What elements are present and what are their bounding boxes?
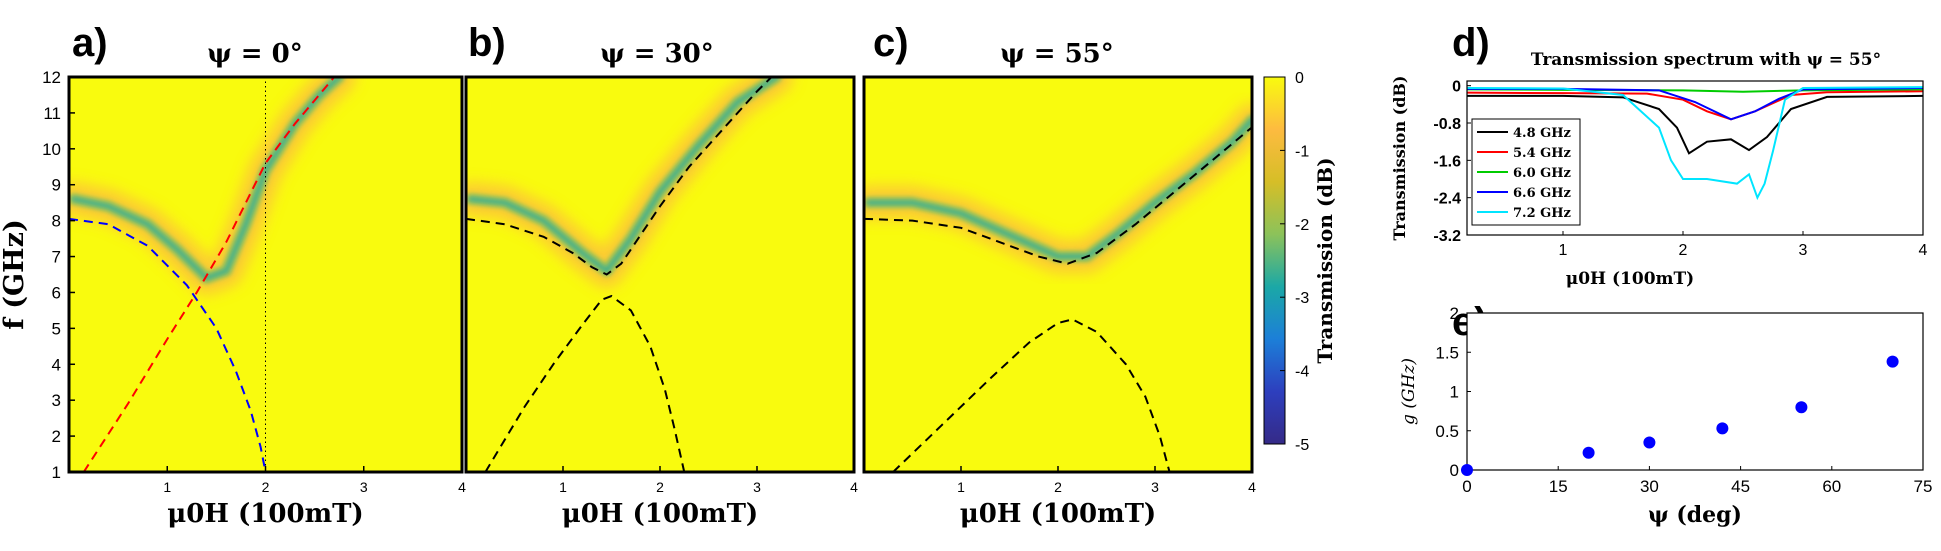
- x-tick-label: 0: [1462, 477, 1471, 496]
- x-tick-label: 3: [1151, 479, 1159, 495]
- model-curve-red-dashed-0: [82, 77, 336, 472]
- y-tick-label: 0: [1452, 79, 1461, 96]
- data-point: [1582, 446, 1595, 459]
- y-tick-label: 8: [52, 212, 61, 231]
- x-tick-label: 3: [753, 479, 761, 495]
- data-point: [1716, 422, 1729, 435]
- colorbar-label: Transmission (dB): [1313, 157, 1337, 363]
- y-tick-label: 9: [52, 176, 61, 195]
- x-tick-label: 1: [559, 479, 567, 495]
- y-tick-label: 2: [52, 427, 61, 446]
- x-tick-label: 4: [850, 479, 858, 495]
- y-tick-label: 1: [52, 463, 61, 482]
- legend-entry: 6.6 GHz: [1513, 186, 1571, 201]
- panel-c-label: c): [873, 21, 909, 65]
- y-tick-label: 6: [52, 283, 61, 302]
- x-tick-label: 4: [1919, 242, 1928, 259]
- y-tick-label: 12: [42, 68, 61, 87]
- panel-a-label: a): [72, 21, 108, 65]
- y-tick-label: 3: [52, 391, 61, 410]
- heatmap-panel-c: 1 2 3 4 μ0H (100mT): [862, 75, 1256, 529]
- panel-b-title: ψ = 30°: [600, 39, 714, 69]
- series-line-4-8-GHz: [1467, 94, 1924, 155]
- x-tick-label: 1: [1559, 242, 1568, 259]
- heatmap-panel-b: 1 2 3 4 μ0H (100mT): [464, 75, 858, 529]
- colorbar-tick-label: -1: [1295, 143, 1309, 160]
- x-axis-label: μ0H (100mT): [562, 499, 758, 529]
- x-axis-label: μ0H (100mT): [167, 499, 363, 529]
- legend-entry: 6.0 GHz: [1513, 166, 1571, 181]
- axes-frame: [1466, 80, 1924, 236]
- y-tick-label: 2: [1450, 304, 1459, 323]
- x-axis-label: ψ (deg): [1648, 502, 1742, 528]
- y-tick-label: 10: [42, 140, 61, 159]
- x-tick-label: 15: [1549, 477, 1568, 496]
- axes-frame: [1466, 312, 1924, 471]
- colorbar-tick-label: -3: [1295, 290, 1309, 307]
- legend-entry: 7.2 GHz: [1513, 206, 1571, 221]
- y-tick-label: 1: [1450, 383, 1459, 402]
- colorbar-tick-label: 0: [1295, 70, 1304, 87]
- y-tick-label: 11: [43, 104, 61, 123]
- model-curve-blue-dashed-1: [69, 217, 267, 472]
- y-tick-label: -0.8: [1433, 116, 1461, 133]
- x-tick-label: 1: [163, 479, 171, 495]
- y-axis-label: Transmission (dB): [1390, 75, 1409, 240]
- y-tick-label: -3.2: [1433, 228, 1461, 245]
- x-axis-label: μ0H (100mT): [1566, 269, 1694, 289]
- x-axis-label: μ0H (100mT): [960, 499, 1156, 529]
- y-tick-label: 0.5: [1435, 422, 1459, 441]
- legend-entry: 4.8 GHz: [1513, 126, 1571, 141]
- y-tick-label: 5: [52, 319, 61, 338]
- data-point: [1461, 464, 1473, 476]
- colorbar-tick-label: -5: [1295, 437, 1309, 454]
- data-point: [1643, 436, 1656, 449]
- heatmap-background: [466, 77, 854, 472]
- colorbar-tick-label: -2: [1295, 217, 1309, 234]
- y-tick-label: -1.6: [1433, 153, 1461, 170]
- x-tick-label: 3: [1799, 242, 1808, 259]
- x-tick-label: 60: [1822, 477, 1841, 496]
- y-axis-label: g (GHz): [1399, 358, 1419, 425]
- y-tick-label: 0: [1450, 461, 1459, 480]
- data-point: [1886, 355, 1899, 368]
- model-curve-black-dashed-0: [864, 126, 1252, 265]
- x-tick-label: 2: [1054, 479, 1062, 495]
- y-tick-label: -2.4: [1433, 191, 1461, 208]
- x-tick-label: 1: [957, 479, 965, 495]
- panel-c-title: ψ = 55°: [1000, 39, 1114, 69]
- data-point: [1795, 401, 1808, 414]
- colorbar: [1263, 76, 1286, 445]
- x-tick-label: 2: [656, 479, 664, 495]
- panel-d-title: Transmission spectrum with ψ = 55°: [1531, 50, 1881, 70]
- y-tick-label: 4: [52, 355, 61, 374]
- colorbar-tick-label: -4: [1295, 364, 1309, 381]
- x-tick-label: 3: [360, 479, 368, 495]
- x-tick-label: 2: [1679, 242, 1688, 259]
- x-tick-label: 45: [1731, 477, 1750, 496]
- model-curve-black-dashed-1: [484, 294, 686, 472]
- x-tick-label: 4: [1248, 479, 1256, 495]
- x-tick-label: 75: [1914, 477, 1933, 496]
- x-tick-label: 4: [458, 479, 466, 495]
- heatmap-background: [864, 77, 1252, 472]
- y-axis-label: f (GHz): [0, 219, 30, 329]
- x-tick-label: 30: [1640, 477, 1659, 496]
- heatmap-ridge-center: [468, 77, 779, 274]
- panel-d-label: d): [1452, 21, 1490, 65]
- panel-a-title: ψ = 0°: [207, 39, 302, 69]
- model-curve-black-dashed-0: [466, 77, 773, 276]
- model-curve-black-dashed-1: [892, 318, 1171, 472]
- y-tick-label: 1.5: [1435, 343, 1459, 362]
- legend: 4.8 GHz 5.4 GHz 6.0 GHz 6.6 GHz 7.2 GHz: [1471, 118, 1581, 226]
- legend-entry: 5.4 GHz: [1513, 146, 1571, 161]
- panel-b-label: b): [468, 21, 506, 65]
- series-line-7-2-GHz: [1466, 86, 1924, 201]
- y-tick-label: 7: [52, 248, 61, 267]
- x-tick-label: 2: [262, 479, 270, 495]
